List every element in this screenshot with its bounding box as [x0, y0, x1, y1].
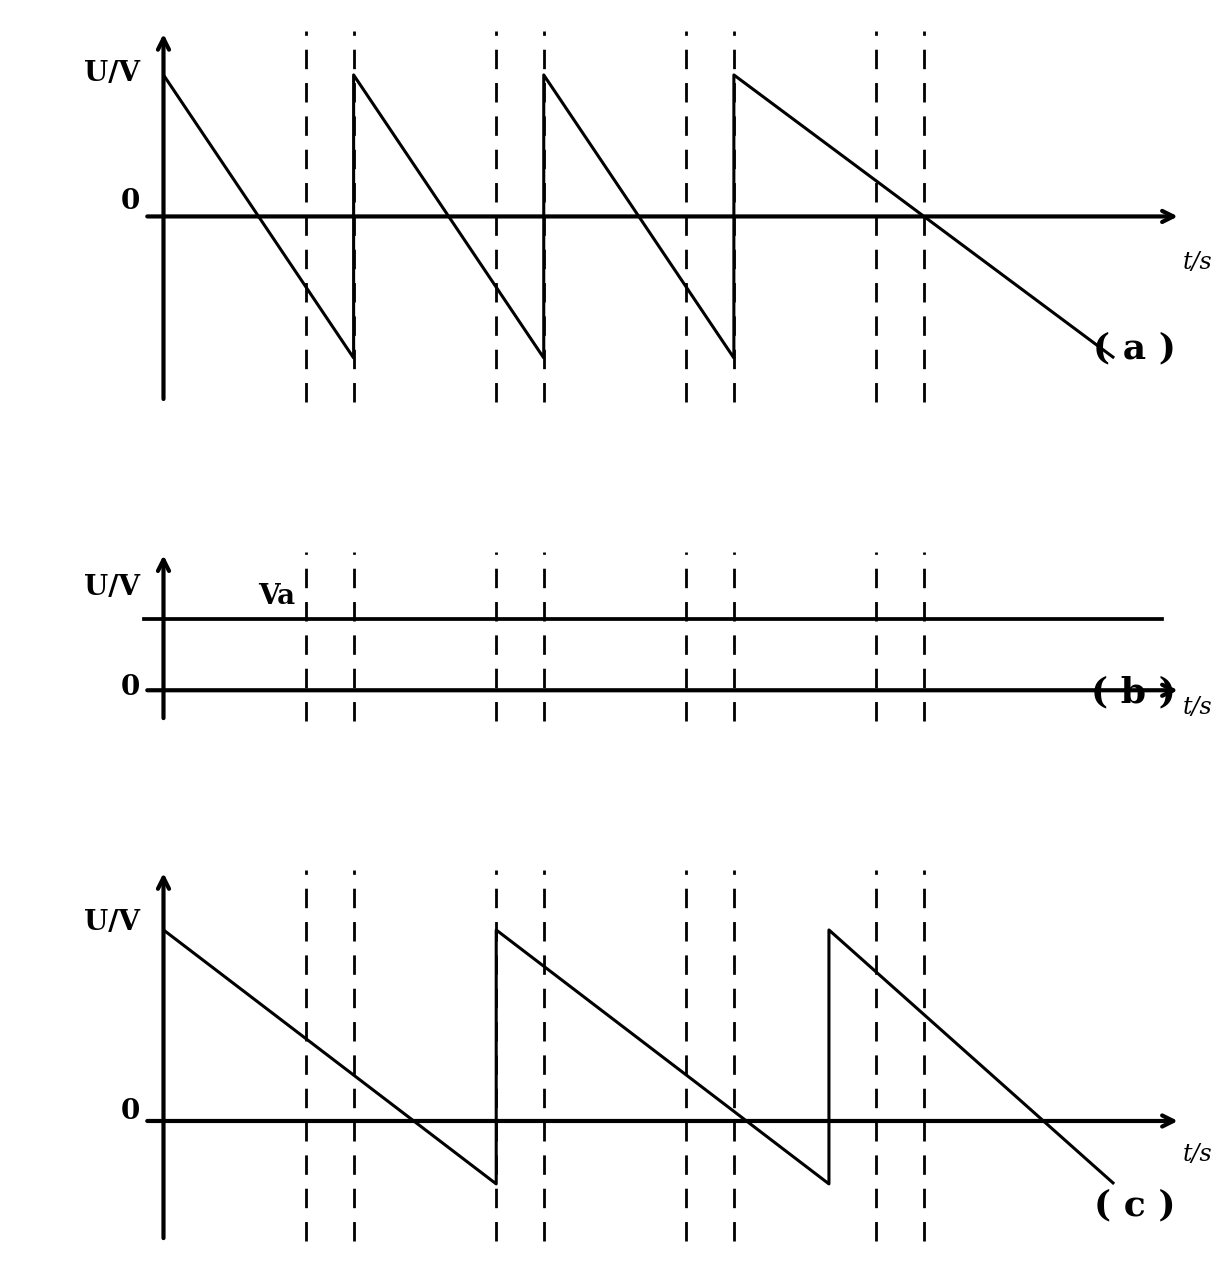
Text: ( a ): ( a )	[1093, 331, 1175, 366]
Text: U/V: U/V	[83, 909, 140, 936]
Text: t/s: t/s	[1183, 251, 1212, 274]
Text: U/V: U/V	[83, 574, 140, 601]
Text: U/V: U/V	[83, 60, 140, 86]
Text: 0: 0	[120, 188, 140, 215]
Text: Va: Va	[259, 583, 296, 610]
Text: 0: 0	[120, 674, 140, 701]
Text: t/s: t/s	[1183, 1143, 1212, 1166]
Text: ( b ): ( b )	[1091, 676, 1175, 709]
Text: t/s: t/s	[1183, 696, 1212, 719]
Text: 0: 0	[120, 1097, 140, 1125]
Text: ( c ): ( c )	[1094, 1189, 1175, 1222]
